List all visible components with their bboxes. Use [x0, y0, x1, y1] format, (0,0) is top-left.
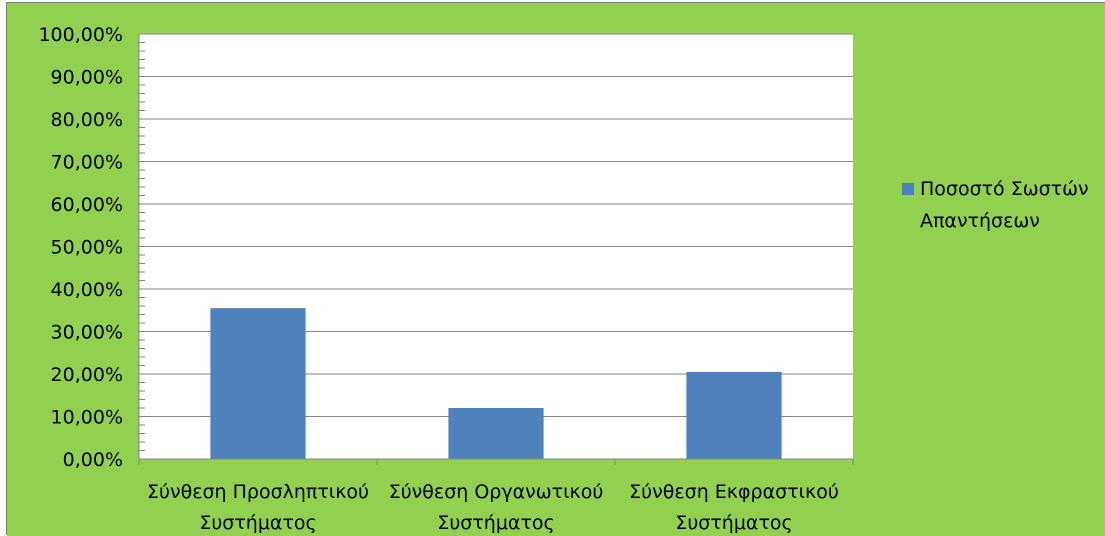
x-axis-category-labels: Σύνθεση Προσληπτικού Συστήματος Σύνθεση Ορ…: [147, 481, 839, 534]
bar: [210, 308, 306, 459]
x-category-label: Σύνθεση Προσληπτικού: [147, 481, 369, 503]
y-tick-label: 30,00%: [51, 322, 123, 344]
x-category-label: Σύνθεση Εκφραστικού: [629, 481, 839, 503]
minor-ticks: [139, 33, 145, 460]
x-axis-ticks: [138, 459, 854, 465]
y-tick-label: 20,00%: [51, 364, 123, 386]
y-tick-label: 60,00%: [51, 194, 123, 216]
chart-container: 0,00% 10,00% 20,00% 30,00% 40,00% 50,00% 60,00…: [6, 2, 1105, 536]
legend-entry-line-1: Ποσοστό Σωστών: [920, 178, 1089, 200]
bars: [210, 308, 782, 459]
y-tick-label: 70,00%: [51, 152, 123, 174]
legend-swatch: [902, 183, 914, 195]
legend-entry-line-2: Απαντήσεων: [920, 210, 1040, 232]
bar-chart: 0,00% 10,00% 20,00% 30,00% 40,00% 50,00% 60,00…: [7, 3, 1105, 536]
x-category-label: Συστήματος: [199, 512, 316, 534]
bar: [448, 408, 544, 459]
x-category-label: Συστήματος: [675, 512, 792, 534]
y-tick-label: 80,00%: [51, 109, 123, 131]
legend: Ποσοστό Σωστών Απαντήσεων: [902, 178, 1089, 232]
y-tick-label: 90,00%: [51, 67, 123, 89]
y-tick-label: 50,00%: [51, 237, 123, 259]
y-axis-tick-labels: 0,00% 10,00% 20,00% 30,00% 40,00% 50,00% 60,00…: [38, 24, 123, 471]
y-tick-label: 40,00%: [51, 279, 123, 301]
y-tick-label: 10,00%: [51, 407, 123, 429]
gridlines: [139, 33, 853, 417]
y-tick-label: 0,00%: [63, 449, 123, 471]
y-tick-label: 100,00%: [38, 24, 123, 46]
x-category-label: Σύνθεση Οργανωτικού: [389, 481, 604, 503]
x-category-label: Συστήματος: [437, 512, 554, 534]
bar: [686, 371, 782, 459]
